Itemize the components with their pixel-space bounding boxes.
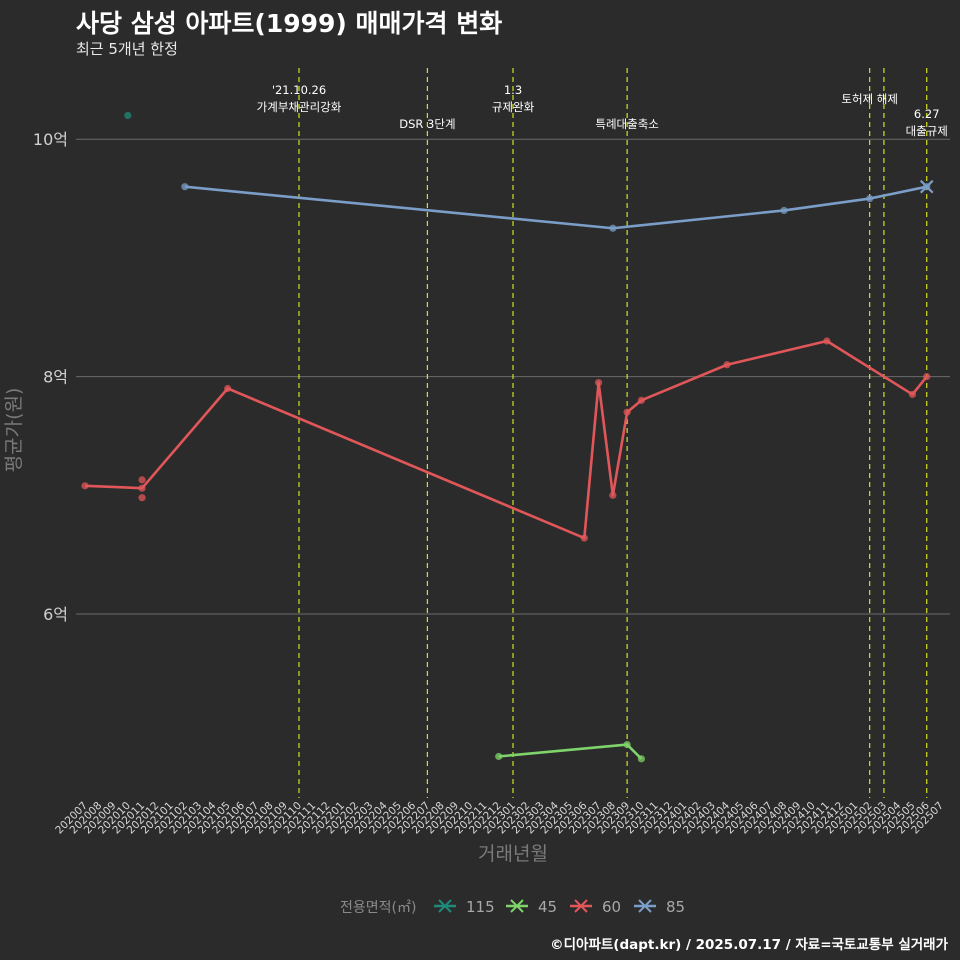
data-point-45 (623, 740, 631, 749)
x-axis-ticks: 2020072020082020092020102020112020122021… (53, 799, 946, 836)
legend-item-45: 45 (506, 898, 557, 916)
data-point-60 (138, 494, 146, 502)
y-tick-label: 10억 (33, 130, 68, 149)
data-point-60 (138, 484, 146, 492)
annotation-lines (298, 68, 928, 798)
legend: 전용면적(㎡) 115 45 60 85 (340, 898, 685, 916)
annotation-label: DSR 3단계 (399, 117, 455, 131)
y-tick-label: 6억 (43, 605, 68, 624)
data-point-60 (595, 378, 603, 387)
legend-item-85: 85 (634, 898, 685, 916)
legend-item-115: 115 (434, 898, 495, 916)
data-point-60 (138, 476, 146, 484)
annotation-label: 대출규제 (906, 124, 948, 138)
data-point-45 (637, 755, 646, 763)
data-point-60 (723, 361, 731, 369)
legend-label: 85 (666, 898, 685, 916)
annotation-label: 6.27 (914, 107, 940, 121)
data-point-60 (609, 491, 617, 499)
chart-caption: ©디아파트(dapt.kr) / 2025.07.17 / 자료=국토교통부 실… (550, 937, 948, 953)
legend-swatch-marker (438, 899, 452, 913)
data-point-85 (181, 183, 189, 191)
annotation-label: 규제완화 (492, 100, 535, 114)
data-point-60 (923, 373, 931, 381)
legend-label: 60 (602, 898, 621, 916)
legend-swatch-marker (638, 899, 652, 913)
data-point-60 (908, 390, 917, 399)
series-line-45 (498, 743, 643, 760)
data-point-85 (866, 194, 874, 203)
data-point-60 (580, 534, 588, 542)
annotation-label: '21.10.26 (272, 83, 326, 97)
latest-point-marker (919, 179, 934, 194)
annotation-label: 가계부채관리강화 (257, 100, 342, 114)
data-point-60 (637, 396, 646, 404)
data-point-60 (224, 384, 232, 393)
legend-swatch-marker (510, 899, 524, 913)
x-axis-title: 거래년월 (478, 843, 548, 865)
series-layer (81, 111, 934, 763)
series-line-60 (84, 339, 928, 540)
chart-title: 사당 삼성 아파트(1999) 매매가격 변화 (76, 9, 503, 38)
y-tick-label: 8억 (43, 368, 68, 387)
data-point-60 (823, 337, 831, 345)
data-point-60 (623, 408, 631, 416)
data-point-85 (780, 206, 788, 215)
chart-subtitle: 최근 5개년 한정 (76, 40, 178, 58)
data-point-60 (81, 482, 89, 490)
annotation-label: 1.3 (504, 83, 522, 97)
y-axis-title: 평균가(원) (3, 388, 25, 473)
data-point-45 (495, 752, 503, 761)
data-point-115 (124, 111, 132, 120)
data-point-85 (609, 224, 617, 232)
legend-title: 전용면적(㎡) (340, 900, 416, 916)
legend-label: 115 (466, 898, 495, 916)
legend-item-60: 60 (570, 898, 621, 916)
annotation-label: 특례대출축소 (595, 117, 658, 131)
y-axis-ticks: 6억 8억 10억 (33, 130, 68, 624)
series-line-85 (184, 185, 927, 230)
legend-swatch-marker (574, 899, 588, 913)
annotation-label: 토허제 해제 (841, 92, 898, 106)
legend-label: 45 (538, 898, 557, 916)
